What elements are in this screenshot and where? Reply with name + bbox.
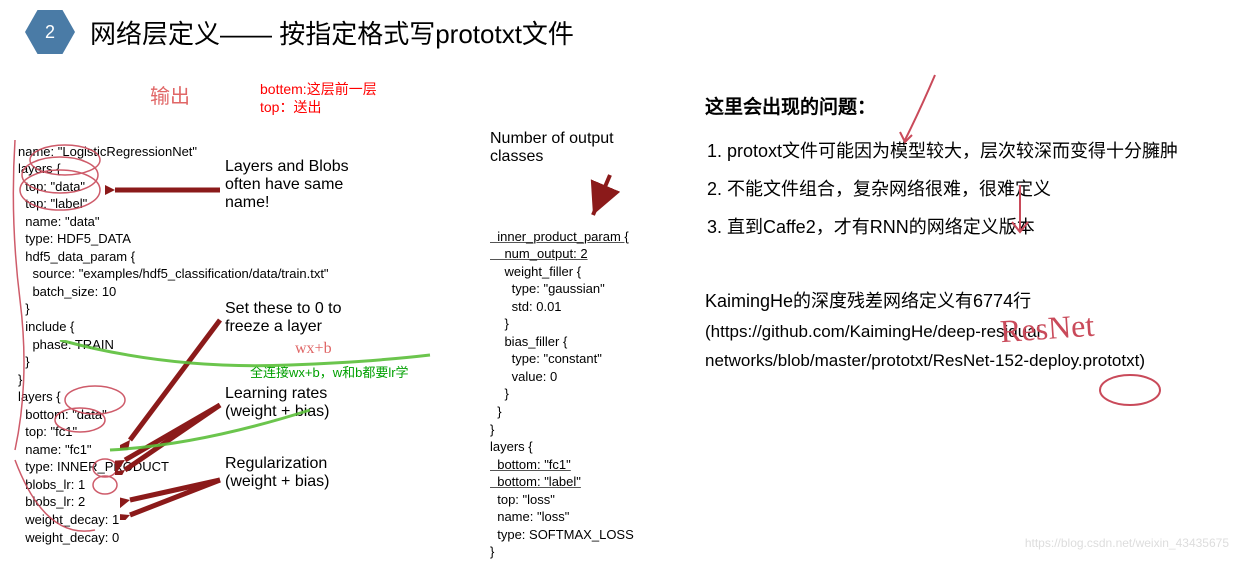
code-line: type: "constant" <box>490 351 602 366</box>
kaiming-line1: KaimingHe的深度残差网络定义有6774行 <box>705 284 1195 318</box>
watermark: https://blog.csdn.net/weixin_43435675 <box>1025 536 1229 550</box>
callout-line: often have same <box>225 176 349 194</box>
code-line: } <box>490 386 509 401</box>
callout-layers-blobs: Layers and Blobs often have same name! <box>225 158 349 212</box>
badge-hexagon: 2 <box>25 10 75 54</box>
arrow-numout <box>585 170 625 220</box>
callout-line: Number of output <box>490 130 614 148</box>
red-circle-6774 <box>1095 370 1165 410</box>
page-title: 网络层定义—— 按指定格式写prototxt文件 <box>90 14 574 51</box>
code-line: bottom: "label" <box>490 474 581 489</box>
callout-numout: Number of output classes <box>490 130 614 166</box>
kaiming-line2: (https://github.com/KaimingHe/deep-resid… <box>705 318 1195 376</box>
callout-freeze: Set these to 0 to freeze a layer <box>225 300 342 336</box>
scribble-output: 输出 <box>150 80 190 109</box>
problems-heading: 这里会出现的问题： <box>705 90 1195 126</box>
red-arrow-right-2 <box>1000 180 1040 240</box>
right-column: 这里会出现的问题： protoxt文件可能因为模型较大，层次较深而变得十分臃肿 … <box>705 90 1195 376</box>
code-line: layers { <box>490 439 533 454</box>
callout-line: classes <box>490 148 614 166</box>
code-line: type: "gaussian" <box>490 281 605 296</box>
problems-list: protoxt文件可能因为模型较大，层次较深而变得十分臃肿 不能文件组合，复杂网… <box>705 134 1195 245</box>
code-line: name: "loss" <box>490 509 569 524</box>
arrow-layers-blobs <box>105 175 225 205</box>
note-top: top：送出 <box>260 98 321 118</box>
problem-item: 直到Caffe2，才有RNN的网络定义版本 <box>727 210 1195 244</box>
code-line: } <box>490 422 494 437</box>
code-line: } <box>490 316 509 331</box>
code-line: bias_filler { <box>490 334 567 349</box>
note-bottem: bottem:这层前一层 <box>260 80 377 100</box>
callout-line: name! <box>225 194 349 212</box>
resnet-scribble: ResNet <box>999 307 1096 350</box>
code-line: type: SOFTMAX_LOSS <box>490 527 634 542</box>
code-line: num_output: 2 <box>490 246 588 261</box>
callout-line: Set these to 0 to <box>225 300 342 318</box>
code-line: weight_filler { <box>490 264 581 279</box>
problem-item: protoxt文件可能因为模型较大，层次较深而变得十分臃肿 <box>727 134 1195 168</box>
code-line: top: "loss" <box>490 492 555 507</box>
problem-item: 不能文件组合，复杂网络很难，很难定义 <box>727 172 1195 206</box>
badge-number: 2 <box>45 22 55 43</box>
callout-line: freeze a layer <box>225 318 342 336</box>
code-line: value: 0 <box>490 369 557 384</box>
code-line: bottom: "fc1" <box>490 457 571 472</box>
header: 2 网络层定义—— 按指定格式写prototxt文件 <box>25 10 574 54</box>
code-mid: inner_product_param { num_output: 2 weig… <box>490 210 634 561</box>
red-arrow-right-1 <box>890 70 950 150</box>
green-ink-overlay <box>50 340 450 480</box>
code-line: } <box>490 404 502 419</box>
callout-line: Layers and Blobs <box>225 158 349 176</box>
code-line: inner_product_param { <box>490 229 629 244</box>
code-line: } <box>490 544 494 559</box>
code-line: std: 0.01 <box>490 299 562 314</box>
